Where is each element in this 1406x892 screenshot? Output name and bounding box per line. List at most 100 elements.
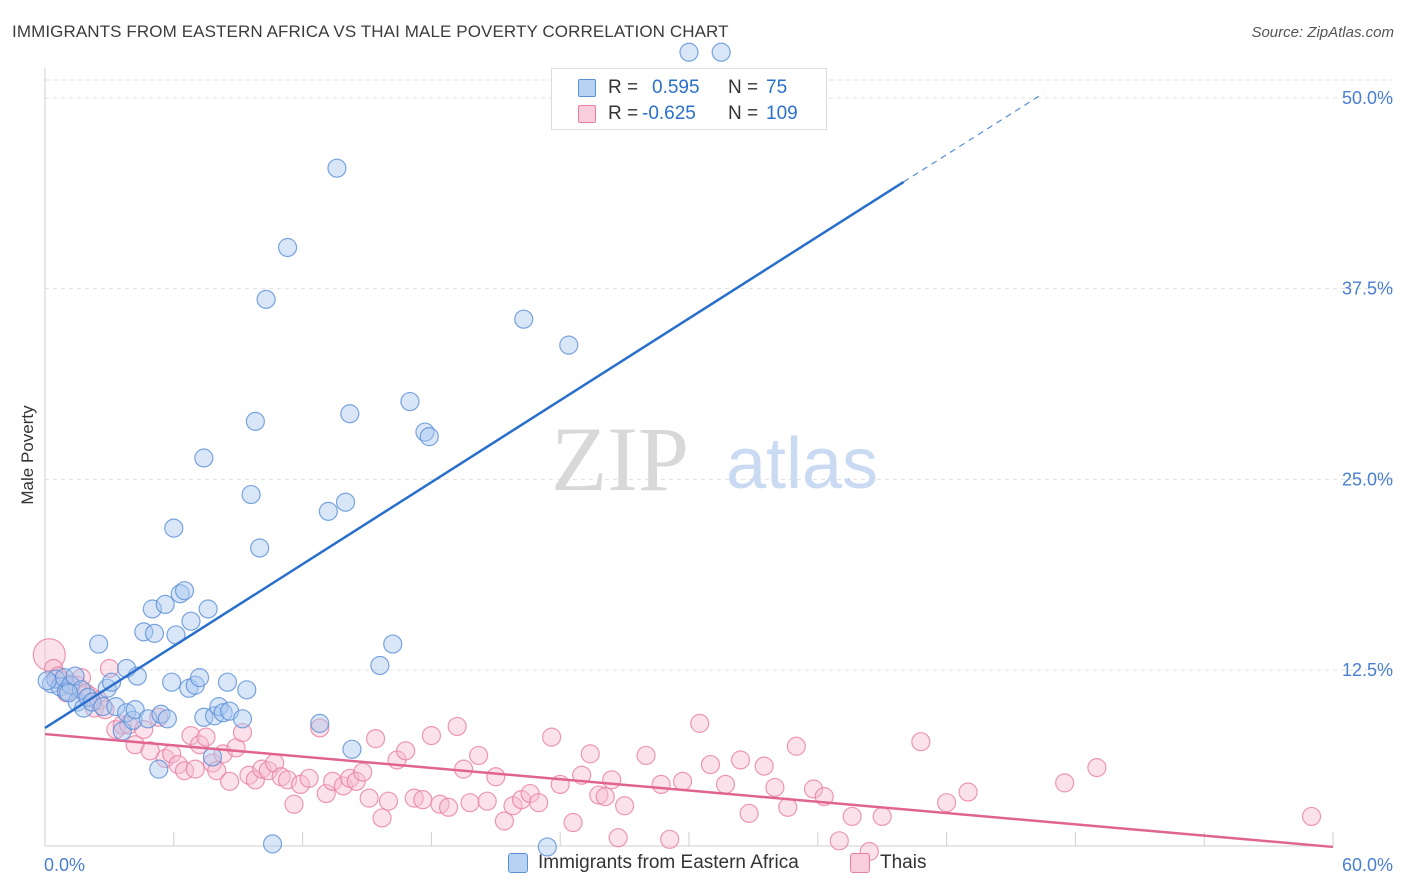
thais-point bbox=[220, 771, 240, 791]
legend-n-value: 75 bbox=[766, 77, 788, 98]
legend-n-label: N = bbox=[728, 103, 759, 124]
thais-point bbox=[529, 793, 549, 813]
watermark-atlas: atlas bbox=[726, 424, 878, 504]
immigrants-point bbox=[149, 759, 169, 779]
y-tick-label: 37.5% bbox=[1342, 279, 1393, 299]
immigrants-point bbox=[327, 158, 347, 178]
immigrants-point bbox=[245, 411, 265, 431]
legend-row-pink: R = -0.625 N = 109 bbox=[578, 103, 798, 125]
thais-point bbox=[958, 782, 978, 802]
thais-point bbox=[739, 803, 759, 823]
immigrants-point bbox=[537, 837, 557, 857]
immigrants-point bbox=[340, 404, 360, 424]
immigrants-point bbox=[202, 747, 223, 767]
legend-r-value: -0.625 bbox=[642, 103, 696, 124]
thais-point bbox=[413, 790, 433, 810]
immigrants-point bbox=[157, 709, 177, 729]
immigrants-point bbox=[383, 634, 403, 654]
thais-point bbox=[636, 745, 656, 766]
watermark: ZIP atlas bbox=[551, 408, 878, 510]
thais-point bbox=[842, 806, 862, 827]
thais-point bbox=[372, 808, 392, 828]
immigrants-point bbox=[335, 492, 356, 512]
immigrants-point bbox=[198, 599, 218, 619]
thais-point bbox=[310, 718, 330, 738]
legend-n-label: N = bbox=[728, 77, 759, 98]
thais-point bbox=[700, 754, 721, 775]
thais-point bbox=[829, 831, 849, 851]
thais-point bbox=[595, 787, 615, 807]
immigrants-point bbox=[419, 427, 439, 447]
thais-point bbox=[1055, 773, 1075, 793]
tick-labels: 12.5% 25.0% 37.5% 50.0% 0.0% 60.0% bbox=[44, 88, 1393, 875]
y-tick-label: 50.0% bbox=[1342, 88, 1393, 108]
legend-n-value: 109 bbox=[766, 103, 798, 124]
legend-swatch-pink bbox=[578, 105, 596, 123]
thais-point bbox=[447, 716, 467, 737]
immigrants-point bbox=[232, 709, 253, 729]
immigrants-point bbox=[237, 680, 257, 700]
thais-point bbox=[477, 791, 497, 811]
thais-point bbox=[353, 762, 373, 782]
immigrants-point bbox=[144, 623, 165, 643]
immigrants-point bbox=[250, 538, 270, 558]
immigrants-point bbox=[370, 655, 390, 676]
legend-item-immigrants: Immigrants from Eastern Africa bbox=[508, 852, 799, 874]
thais-point bbox=[460, 793, 480, 813]
immigrants-point bbox=[262, 834, 283, 854]
legend-series: Immigrants from Eastern Africa Thais bbox=[0, 852, 1406, 878]
thais-point bbox=[602, 770, 622, 790]
trendline-thais bbox=[44, 732, 1334, 849]
immigrants-point bbox=[277, 237, 298, 258]
trendline-immigrants-extension bbox=[903, 92, 1044, 183]
chart-title: IMMIGRANTS FROM EASTERN AFRICA VS THAI M… bbox=[12, 22, 729, 41]
immigrants-point bbox=[82, 692, 102, 712]
gridlines bbox=[45, 79, 1395, 671]
thais-point bbox=[378, 791, 399, 811]
thais-point bbox=[715, 774, 736, 795]
thais-point bbox=[786, 736, 806, 756]
legend-swatch-blue bbox=[508, 853, 528, 873]
thais-point bbox=[672, 771, 693, 791]
x-tick-label: 0.0% bbox=[44, 855, 85, 875]
immigrants-point bbox=[164, 518, 184, 538]
thais-point bbox=[1087, 758, 1107, 778]
thais-point bbox=[765, 777, 785, 798]
immigrants-point bbox=[400, 391, 420, 412]
thais-point bbox=[614, 796, 635, 816]
thais-point bbox=[1301, 806, 1322, 827]
thais-point bbox=[365, 729, 386, 749]
thais-point bbox=[396, 741, 416, 761]
thais-point bbox=[333, 776, 353, 796]
thais-point bbox=[469, 745, 489, 766]
thais-point bbox=[589, 785, 609, 805]
axes bbox=[44, 68, 1334, 847]
thais-point bbox=[277, 770, 298, 790]
legend-r-label: R = bbox=[608, 103, 639, 124]
thais-point bbox=[112, 715, 132, 735]
immigrants-point bbox=[162, 672, 182, 692]
legend-swatch-pink bbox=[850, 853, 870, 873]
immigrants-point bbox=[61, 675, 81, 695]
legend-r-label: R = bbox=[608, 77, 639, 98]
thais-point bbox=[299, 768, 319, 788]
immigrants-point bbox=[241, 484, 261, 505]
thais-point bbox=[196, 727, 216, 747]
y-tick-label: 12.5% bbox=[1342, 660, 1393, 680]
trendlines bbox=[44, 92, 1334, 849]
thais-point bbox=[778, 797, 798, 817]
immigrants-point bbox=[318, 501, 338, 521]
legend-r-value: 0.595 bbox=[652, 77, 700, 98]
thais-point bbox=[563, 812, 583, 833]
thais-point bbox=[580, 744, 600, 764]
immigrants-point bbox=[711, 42, 731, 62]
legend-swatch-blue bbox=[578, 79, 596, 97]
legend-label-immigrants: Immigrants from Eastern Africa bbox=[538, 852, 799, 873]
immigrants-point bbox=[37, 671, 57, 691]
immigrants-point bbox=[310, 713, 330, 733]
thais-point bbox=[660, 829, 680, 849]
thais-point bbox=[494, 811, 514, 831]
thais-point bbox=[542, 727, 562, 747]
immigrants-point bbox=[106, 697, 126, 717]
